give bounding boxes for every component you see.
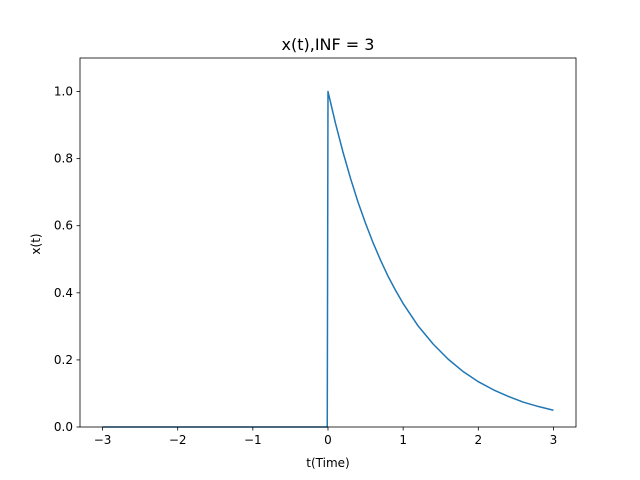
y-tick-label: 1.0	[54, 85, 73, 99]
y-axis-label: x(t)	[29, 233, 43, 254]
plot-area: −3 −2 −1 0 1 2 3 0.0 0.2 0.4 0.6 0.8 1.0	[54, 57, 577, 447]
chart-title: x(t),INF = 3	[282, 35, 375, 54]
y-tick-label: 0.6	[54, 219, 73, 233]
series-line	[102, 90, 554, 428]
x-tick-label: 3	[550, 433, 558, 447]
y-tick-label: 0.4	[54, 286, 73, 300]
x-tick-label: −2	[169, 433, 187, 447]
x-tick-label: 0	[324, 433, 332, 447]
y-tick-label: 0.2	[54, 353, 73, 367]
x-tick-label: −1	[244, 433, 262, 447]
x-tick-label: 1	[399, 433, 407, 447]
y-tick-label: 0.0	[54, 420, 73, 434]
x-tick-label: 2	[474, 433, 482, 447]
y-tick-label: 0.8	[54, 152, 73, 166]
x-axis-label: t(Time)	[306, 456, 349, 470]
x-tick-label: −3	[94, 433, 112, 447]
